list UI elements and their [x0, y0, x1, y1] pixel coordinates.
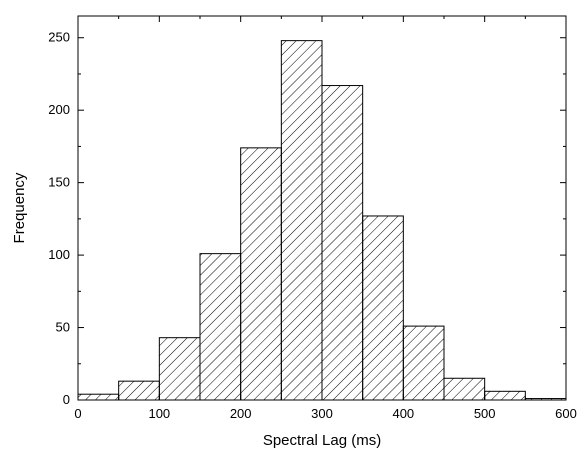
- y-tick-label: 50: [56, 320, 70, 335]
- x-axis-title: Spectral Lag (ms): [263, 432, 381, 449]
- y-tick-label: 200: [48, 102, 70, 117]
- y-axis-ticks: 0 50 100 150 200 250: [48, 30, 566, 407]
- y-tick-label: 150: [48, 175, 70, 190]
- x-tick-label: 600: [555, 406, 577, 421]
- x-tick-label: 0: [74, 406, 81, 421]
- histogram-bar-0: [77, 393, 120, 401]
- histogram-bar-5: [280, 40, 323, 401]
- x-tick-label: 200: [230, 406, 252, 421]
- histogram-bar-3: [199, 253, 242, 401]
- histogram-bar-6: [321, 85, 364, 401]
- x-axis-ticks: 0 100 200 300 400 500 600: [74, 16, 577, 421]
- x-tick-label: 100: [148, 406, 170, 421]
- histogram-bar-1: [118, 380, 160, 401]
- histogram-bar-2: [158, 337, 201, 401]
- x-tick-label: 300: [311, 406, 333, 421]
- y-axis-title: Frequency: [11, 172, 28, 243]
- x-tick-label: 500: [474, 406, 496, 421]
- histogram-bar-9: [443, 377, 486, 401]
- y-tick-label: 250: [48, 30, 70, 45]
- y-tick-label: 0: [63, 392, 70, 407]
- bar-group: [77, 40, 567, 401]
- x-tick-label: 400: [392, 406, 414, 421]
- histogram-bar-7: [362, 215, 404, 401]
- histogram-bar-8: [402, 325, 445, 401]
- histogram-bar-10: [484, 390, 526, 401]
- y-tick-label: 100: [48, 247, 70, 262]
- histogram-bar-4: [240, 147, 282, 401]
